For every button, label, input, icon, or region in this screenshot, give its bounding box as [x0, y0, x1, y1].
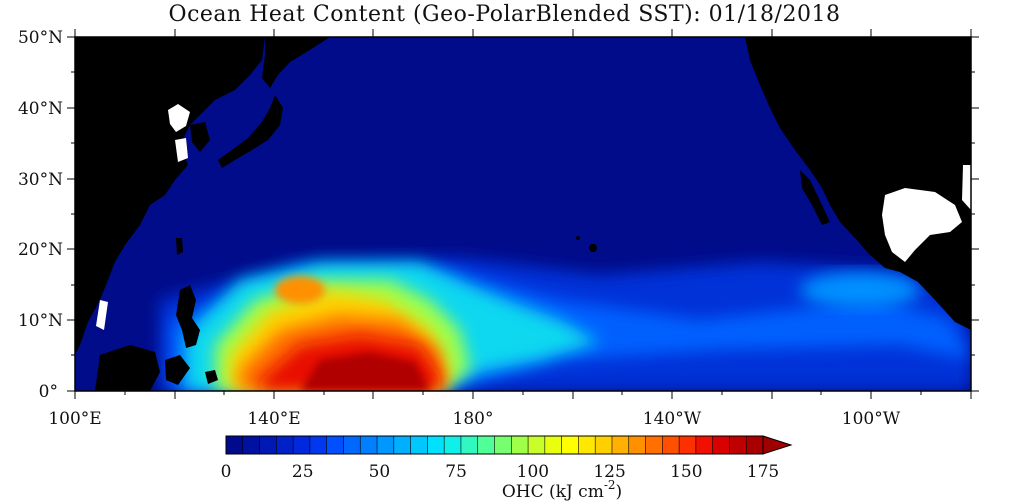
- colorbar-swatch: [410, 435, 429, 455]
- colorbar-tick-label: 100: [517, 462, 549, 482]
- philippines-landmass: [176, 285, 200, 348]
- asia-landmass: [75, 37, 265, 355]
- lat-label-20n: 20°N: [18, 240, 63, 260]
- colorbar: [225, 435, 764, 455]
- colorbar-swatch: [695, 435, 714, 455]
- japan-landmass: [218, 95, 283, 168]
- lat-label-0: 0°: [39, 382, 58, 402]
- colorbar-swatch: [292, 435, 311, 455]
- colorbar-swatch: [477, 435, 496, 455]
- colorbar-swatch: [326, 435, 345, 455]
- colorbar-swatch: [544, 435, 563, 455]
- colorbar-swatch: [745, 435, 764, 455]
- colorbar-swatch: [259, 435, 278, 455]
- colorbar-swatch: [662, 435, 680, 455]
- colorbar-swatch: [225, 435, 244, 455]
- colorbar-tick-label: 25: [292, 462, 314, 482]
- lat-label-10n: 10°N: [18, 311, 63, 331]
- colorbar-swatch: [729, 435, 747, 455]
- colorbar-swatch: [510, 435, 529, 455]
- colorbar-swatch: [678, 435, 697, 455]
- colorbar-tick-label: 0: [221, 462, 232, 482]
- lon-label-140w: 140°W: [643, 409, 702, 429]
- lon-label-100w: 100°W: [842, 409, 901, 429]
- latitude-axis: [67, 36, 979, 392]
- lat-label-50n: 50°N: [18, 28, 63, 48]
- longitude-axis: [74, 29, 972, 399]
- colorbar-arrow: [762, 435, 793, 455]
- map-title: Ocean Heat Content (Geo-PolarBlended SST…: [168, 2, 841, 27]
- colorbar-swatch: [343, 435, 361, 455]
- colorbar-swatch: [276, 435, 294, 455]
- colorbar-swatch: [427, 435, 445, 455]
- colorbar-title: OHC (kJ cm-2): [502, 478, 622, 502]
- colorbar-swatch: [645, 435, 664, 455]
- lat-label-40n: 40°N: [18, 99, 63, 119]
- colorbar-tick-label: 50: [369, 462, 391, 482]
- colorbar-title-sup: -2: [604, 478, 616, 492]
- colorbar-swatch: [359, 435, 378, 455]
- colorbar-swatch: [460, 435, 479, 455]
- land-masses: [75, 37, 971, 391]
- colorbar-swatch: [561, 435, 580, 455]
- colorbar-tick-label: 75: [445, 462, 467, 482]
- heat-field: [160, 258, 971, 391]
- colorbar-swatch: [594, 435, 613, 455]
- lon-label-180: 180°: [453, 409, 494, 429]
- colorbar-swatch: [443, 435, 462, 455]
- lon-label-140e: 140°E: [247, 409, 300, 429]
- colorbar-title-end: ): [616, 482, 623, 502]
- lat-label-30n: 30°N: [18, 170, 63, 190]
- lon-label-100e: 100°E: [48, 409, 101, 429]
- colorbar-swatch: [393, 435, 412, 455]
- colorbar-swatch: [628, 435, 647, 455]
- north-america-landmass: [745, 37, 971, 330]
- colorbar-swatch: [712, 435, 731, 455]
- colorbar-tick-label: 150: [670, 462, 702, 482]
- colorbar-swatch: [494, 435, 512, 455]
- colorbar-ticks: 0 25 50 75 100 125 150 175: [221, 462, 780, 482]
- colorbar-swatch: [242, 435, 261, 455]
- no-data-areas: [96, 104, 971, 330]
- colorbar-frame: [225, 435, 764, 455]
- colorbar-swatch: [376, 435, 395, 455]
- colorbar-swatch: [309, 435, 328, 455]
- colorbar-swatch: [527, 435, 546, 455]
- colorbar-title-text: OHC (kJ cm: [502, 482, 604, 502]
- colorbar-swatch: [611, 435, 630, 455]
- colorbar-tick-label: 175: [747, 462, 779, 482]
- colorbar-tick-label: 125: [593, 462, 625, 482]
- colorbar-swatch: [578, 435, 596, 455]
